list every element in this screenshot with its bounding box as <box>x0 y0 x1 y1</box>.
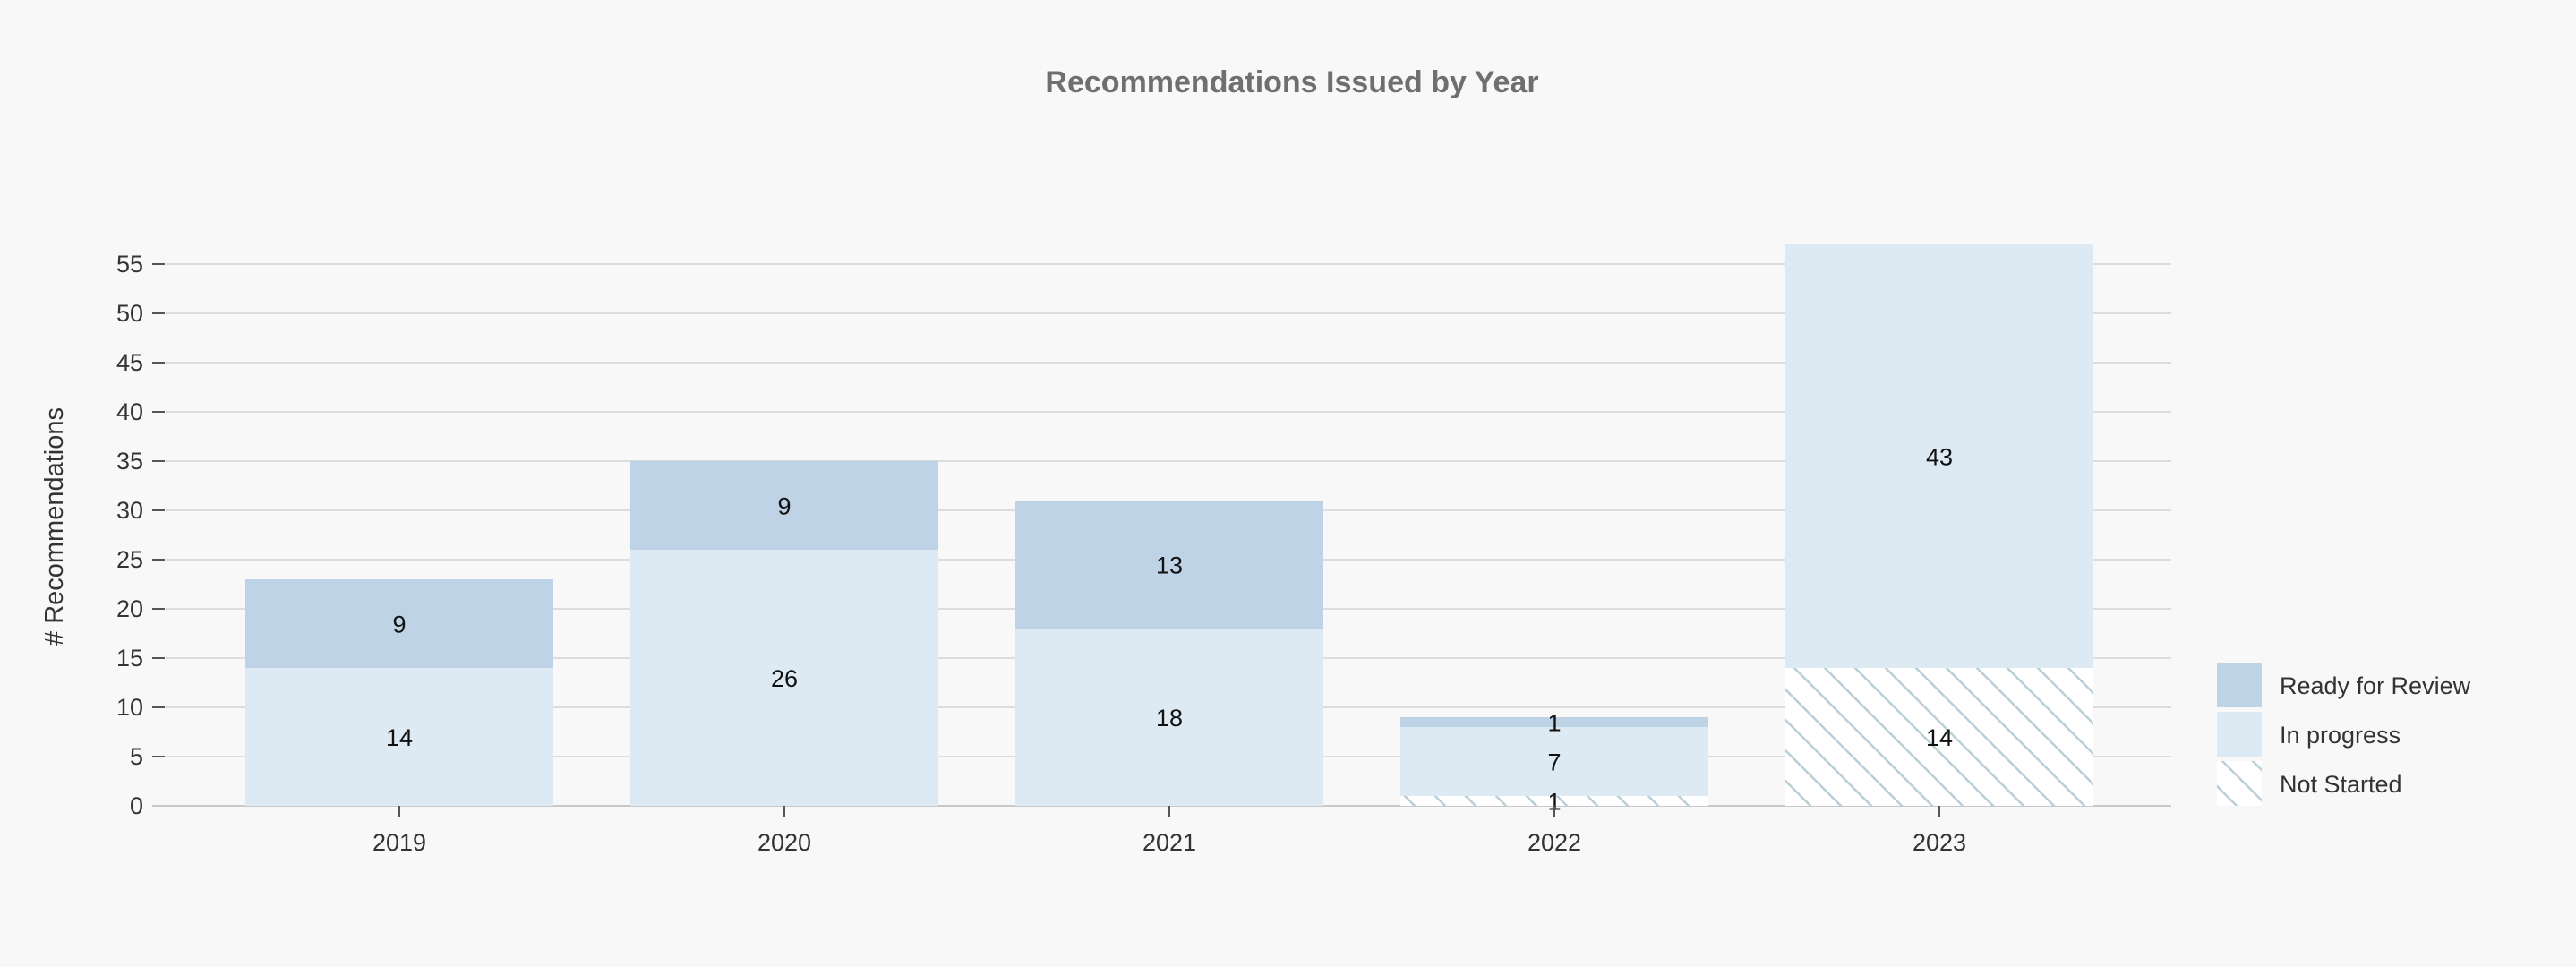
legend-swatch <box>2217 663 2262 707</box>
data-label: 43 <box>1926 444 1953 471</box>
chart-title: Recommendations Issued by Year <box>1045 65 1538 99</box>
bar-ready-for-review-2020 <box>630 461 938 550</box>
y-tick-label: 50 <box>116 300 143 327</box>
x-tick-label: 2019 <box>372 829 426 856</box>
data-label: 9 <box>392 612 406 638</box>
bar-not-started-2022 <box>1400 796 1708 806</box>
legend: Ready for Review In progress Not Started <box>2217 663 2471 806</box>
y-tick-label: 20 <box>116 595 143 622</box>
x-tick-label: 2023 <box>1913 829 1966 856</box>
bar-not-started-2023 <box>1785 668 2093 806</box>
y-tick-label: 5 <box>130 743 143 770</box>
legend-swatch <box>2217 712 2262 757</box>
y-tick-label: 55 <box>116 251 143 278</box>
bar-ready-for-review-2022 <box>1400 717 1708 727</box>
data-label: 1 <box>1547 789 1561 816</box>
data-label: 1 <box>1547 710 1561 737</box>
bar-ready-for-review-2019 <box>245 579 553 668</box>
bar-in-progress-2022 <box>1400 727 1708 796</box>
x-tick-label: 2020 <box>757 829 811 856</box>
data-label: 14 <box>1926 724 1953 751</box>
y-tick-label: 30 <box>116 497 143 524</box>
bar-ready-for-review-2021 <box>1015 501 1323 629</box>
x-axis: 2019 2020 2021 2022 2023 <box>372 806 1966 856</box>
bars: 14 9 26 9 18 13 1 7 1 14 43 <box>245 244 2093 816</box>
bar-in-progress-2021 <box>1015 629 1323 806</box>
y-tick-label: 25 <box>116 546 143 573</box>
data-label: 9 <box>777 493 791 520</box>
data-label: 7 <box>1547 749 1561 776</box>
data-label: 18 <box>1156 705 1183 732</box>
x-tick-label: 2022 <box>1528 829 1581 856</box>
y-tick-label: 35 <box>116 448 143 475</box>
y-axis-label: # Recommendations <box>40 407 69 646</box>
y-tick-label: 45 <box>116 349 143 376</box>
legend-label: In progress <box>2280 722 2401 749</box>
y-tick-label: 10 <box>116 694 143 721</box>
data-label: 14 <box>386 724 413 751</box>
legend-label: Not Started <box>2280 771 2402 798</box>
y-tick-label: 0 <box>130 792 143 819</box>
legend-label: Ready for Review <box>2280 672 2471 699</box>
x-tick-label: 2021 <box>1143 829 1196 856</box>
bar-in-progress-2019 <box>245 668 553 806</box>
bar-in-progress-2023 <box>1785 244 2093 668</box>
y-tick-label: 40 <box>116 398 143 425</box>
bar-in-progress-2020 <box>630 550 938 806</box>
data-label: 26 <box>771 665 798 692</box>
data-label: 13 <box>1156 552 1183 579</box>
y-tick-label: 15 <box>116 645 143 672</box>
legend-swatch <box>2217 761 2262 806</box>
